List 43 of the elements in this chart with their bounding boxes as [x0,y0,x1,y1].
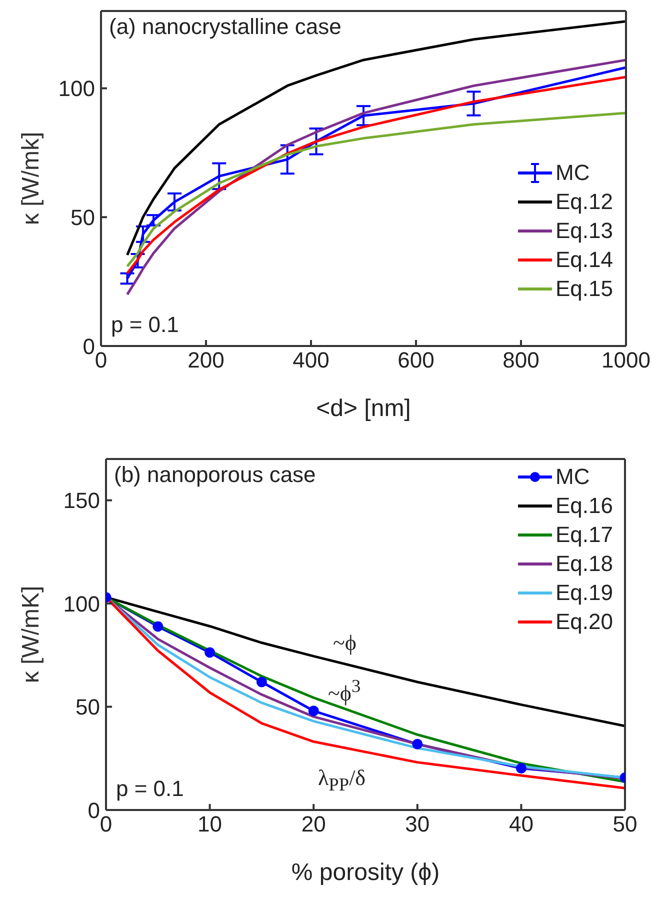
annotation: λ$_{PP}$/δ [318,765,366,796]
y-tick-label: 100 [63,591,100,616]
x-tick-label: 800 [502,348,540,373]
x-tick-label: 30 [405,812,430,837]
chart-title: (a) nanocrystalline case [109,14,342,40]
x-axis-title: % porosity (ϕ) [291,859,440,886]
legend-label: Eq.13 [556,218,613,244]
annotation: ~ϕ$^{3}$ [328,676,361,706]
y-tick-label: 150 [63,488,100,514]
x-tick-label: 40 [508,812,534,837]
legend-label: Eq.14 [556,246,613,272]
y-tick-label: 100 [58,76,95,102]
annotation: ~ϕ [333,630,356,656]
annotation: p = 0.1 [111,312,179,338]
point [256,676,267,688]
point [412,738,423,750]
y-axis-title: κ [W/mk] [18,132,45,226]
x-tick-label: 50 [612,812,638,837]
point [308,706,319,716]
x-tick-label: 400 [292,348,330,373]
x-tick-label: 200 [188,348,224,373]
point [204,647,216,658]
legend-label: Eq.20 [556,608,613,634]
annotation: p = 0.1 [116,776,184,802]
y-tick-label: 50 [76,694,100,720]
chart-title: (b) nanoporous case [114,462,316,488]
x-tick-label: 10 [198,812,222,837]
point [152,621,164,632]
legend-label: Eq.16 [556,492,613,518]
legend-label: Eq.19 [556,580,613,606]
point [516,763,526,774]
x-axis-title: <d> [nm] [316,395,411,422]
legend-label: MC [556,160,590,186]
x-tick-label: 20 [301,812,326,837]
legend-label: Eq.15 [556,276,613,302]
legend-label: MC [556,464,590,490]
legend-label: Eq.18 [556,550,613,576]
legend-label: Eq.17 [556,522,613,548]
y-tick-label: 50 [70,204,95,230]
y-axis-title: κ [W/mK] [18,586,45,684]
legend-label: Eq.12 [556,188,613,214]
x-tick-label: 600 [398,348,434,373]
x-tick-label: 1000 [602,348,650,373]
